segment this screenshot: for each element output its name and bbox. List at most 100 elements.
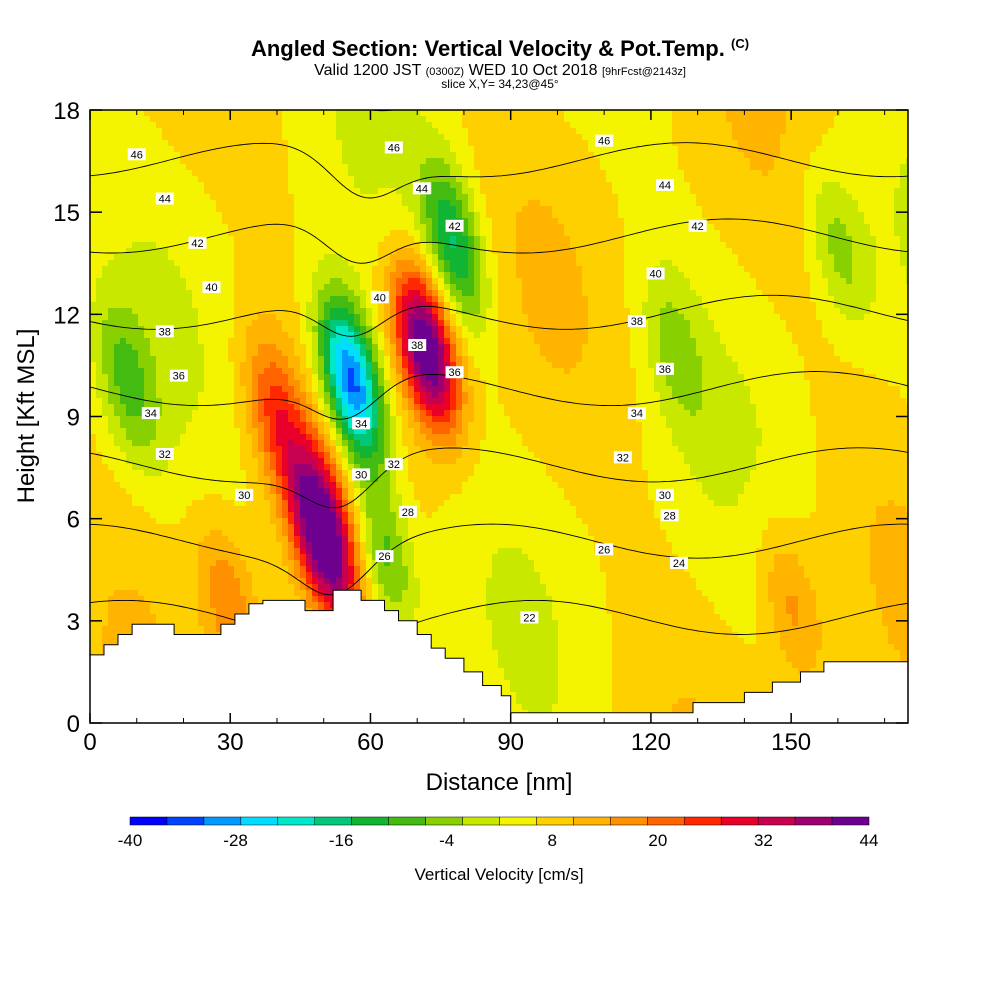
field-cell [162, 524, 169, 531]
field-cell [354, 170, 361, 177]
field-cell [144, 578, 151, 585]
field-cell [168, 590, 175, 597]
field-cell [156, 530, 163, 537]
field-cell [366, 566, 373, 573]
field-cell [162, 272, 169, 279]
field-cell [162, 368, 169, 375]
field-cell [90, 266, 97, 273]
field-cell [102, 254, 109, 261]
field-cell [228, 230, 235, 237]
field-cell [168, 404, 175, 411]
field-cell [372, 242, 379, 249]
field-cell [222, 254, 229, 261]
field-cell [168, 272, 175, 279]
field-cell [324, 236, 331, 243]
field-cell [300, 494, 307, 501]
field-cell [150, 554, 157, 561]
field-cell [348, 536, 355, 543]
field-cell [156, 602, 163, 609]
field-cell [90, 476, 97, 483]
field-cell [162, 242, 169, 249]
field-cell [366, 494, 373, 501]
field-cell [312, 434, 319, 441]
field-cell [282, 494, 289, 501]
field-cell [372, 308, 379, 315]
field-cell [162, 494, 169, 501]
field-cell [192, 422, 199, 429]
field-cell [264, 470, 271, 477]
field-cell [366, 302, 373, 309]
field-cell [318, 542, 325, 549]
field-cell [288, 440, 295, 447]
field-cell [150, 548, 157, 555]
field-cell [288, 314, 295, 321]
field-cell [312, 482, 319, 489]
field-cell [234, 230, 241, 237]
field-cell [336, 446, 343, 453]
field-cell [156, 314, 163, 321]
field-cell [342, 254, 349, 261]
field-cell [222, 572, 229, 579]
field-cell [234, 482, 241, 489]
field-cell [252, 428, 259, 435]
field-cell [150, 116, 157, 123]
field-cell [234, 212, 241, 219]
field-cell [96, 602, 103, 609]
field-cell [144, 146, 151, 153]
field-cell [90, 578, 97, 585]
field-cell [90, 224, 97, 231]
field-cell [252, 530, 259, 537]
field-cell [198, 404, 205, 411]
field-cell [174, 512, 181, 519]
field-cell [210, 314, 217, 321]
field-cell [366, 212, 373, 219]
field-cell [228, 242, 235, 249]
field-cell [156, 500, 163, 507]
field-cell [348, 398, 355, 405]
field-cell [318, 440, 325, 447]
field-cell [276, 452, 283, 459]
field-cell [156, 344, 163, 351]
field-cell [282, 362, 289, 369]
field-cell [348, 374, 355, 381]
field-cell [240, 158, 247, 165]
field-cell [162, 146, 169, 153]
field-cell [222, 524, 229, 531]
field-cell [360, 350, 367, 357]
field-cell [204, 140, 211, 147]
field-cell [360, 398, 367, 405]
field-cell [336, 182, 343, 189]
field-cell [138, 464, 145, 471]
field-cell [306, 506, 313, 513]
field-cell [210, 452, 217, 459]
field-cell [270, 212, 277, 219]
field-cell [378, 200, 385, 207]
field-cell [294, 200, 301, 207]
field-cell [150, 296, 157, 303]
field-cell [252, 566, 259, 573]
field-cell [300, 296, 307, 303]
field-cell [258, 206, 265, 213]
field-cell [342, 194, 349, 201]
field-cell [180, 332, 187, 339]
field-cell [108, 146, 115, 153]
field-cell [204, 542, 211, 549]
field-cell [252, 356, 259, 363]
field-cell [252, 254, 259, 261]
field-cell [300, 134, 307, 141]
field-cell [102, 470, 109, 477]
field-cell [144, 224, 151, 231]
field-cell [150, 620, 157, 627]
field-cell [132, 542, 139, 549]
field-cell [264, 578, 271, 585]
field-cell [354, 116, 361, 123]
field-cell [264, 566, 271, 573]
field-cell [126, 350, 133, 357]
field-cell [330, 482, 337, 489]
field-cell [270, 266, 277, 273]
field-cell [342, 500, 349, 507]
field-cell [144, 188, 151, 195]
field-cell [192, 500, 199, 507]
field-cell [348, 554, 355, 561]
field-cell [294, 338, 301, 345]
